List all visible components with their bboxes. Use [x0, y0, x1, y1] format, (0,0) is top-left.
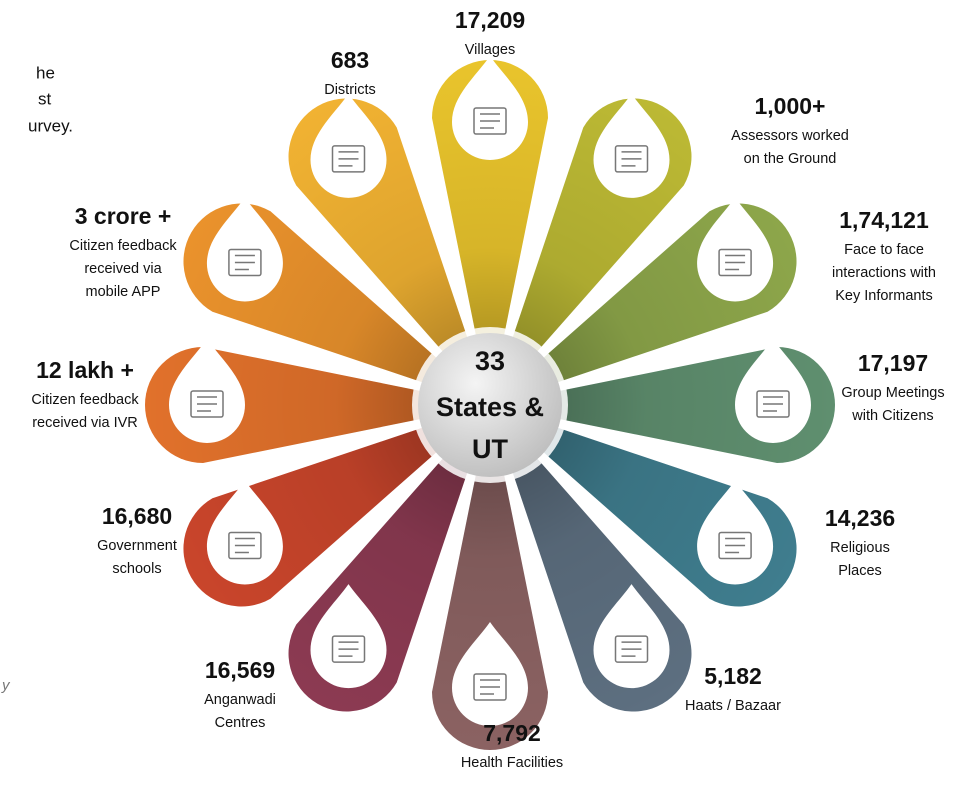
stat-value: 683 [331, 47, 369, 73]
icon [763, 396, 783, 412]
icon [480, 679, 500, 695]
drop [169, 339, 245, 443]
icon [621, 641, 642, 657]
stat-value: 3 crore + [75, 203, 172, 229]
stat-label: Government [97, 538, 177, 554]
intro-fragment: he [36, 63, 55, 82]
stat-label: schools [112, 561, 161, 577]
icon [480, 113, 500, 129]
petals [145, 56, 835, 750]
stat-label: Villages [465, 42, 516, 58]
stat-label: Face to face [844, 242, 924, 258]
intro-fragment: urvey. [28, 116, 73, 135]
icon [473, 673, 507, 701]
drop [452, 56, 528, 160]
stat-label: Key Informants [835, 288, 933, 304]
icon [331, 145, 366, 173]
drop [593, 93, 670, 198]
stat-label: Places [838, 563, 882, 579]
stat-label: Citizen feedback [69, 238, 177, 254]
labels: 33 States & UT 17,209 Villages 1,000+ Assessor… [1, 7, 945, 771]
intro-fragment: st [38, 89, 52, 108]
icon [614, 145, 649, 173]
icon [725, 537, 746, 554]
stat-value: 17,209 [455, 7, 525, 33]
icon [331, 635, 366, 663]
drop [735, 339, 811, 443]
icon [614, 635, 649, 663]
stat-value: 7,792 [483, 720, 541, 746]
icon [234, 254, 255, 271]
stat-label: mobile APP [86, 284, 161, 300]
icon [718, 531, 752, 560]
icon [473, 107, 507, 135]
icon [197, 396, 217, 412]
stat-label: Haats / Bazaar [685, 698, 781, 714]
stat-label: Citizen feedback [31, 392, 139, 408]
hub-text: UT [472, 434, 508, 464]
stat-label: on the Ground [744, 151, 837, 167]
stat-label: received via IVR [32, 415, 138, 431]
stat-label: Assessors worked [731, 128, 849, 144]
drop [697, 480, 774, 585]
drop [593, 584, 670, 689]
icon [228, 531, 262, 560]
icon [756, 390, 790, 418]
icon [718, 248, 752, 277]
stat-label: interactions with [832, 265, 936, 281]
drop [310, 584, 387, 689]
stat-label: Districts [324, 82, 376, 98]
drop [452, 622, 528, 726]
icon [725, 254, 746, 271]
note-fragment: y [1, 677, 11, 694]
stat-label: Anganwadi [204, 692, 276, 708]
stat-value: 12 lakh + [36, 357, 134, 383]
stat-label: Group Meetings [841, 385, 944, 401]
icon [338, 641, 359, 657]
stat-label: Health Facilities [461, 755, 563, 771]
stat-label: received via [84, 261, 162, 277]
stat-label: Religious [830, 540, 890, 556]
stat-value: 16,569 [205, 657, 275, 683]
icon [190, 390, 224, 418]
stat-value: 14,236 [825, 505, 895, 531]
drop [206, 480, 283, 585]
stat-label: with Citizens [851, 408, 933, 424]
stat-value: 16,680 [102, 503, 172, 529]
drop [206, 197, 283, 302]
stat-value: 1,000+ [755, 93, 826, 119]
icon [338, 151, 359, 167]
stat-value: 1,74,121 [839, 207, 929, 233]
stat-value: 5,182 [704, 663, 762, 689]
drop [310, 93, 387, 198]
hub [418, 333, 562, 477]
icon [621, 151, 642, 167]
icon [234, 537, 255, 554]
stat-label: Centres [215, 715, 266, 731]
hub-text: 33 [475, 346, 505, 376]
drop [697, 197, 774, 302]
stat-value: 17,197 [858, 350, 928, 376]
hub-text: States & [436, 392, 544, 422]
icon [228, 248, 262, 277]
